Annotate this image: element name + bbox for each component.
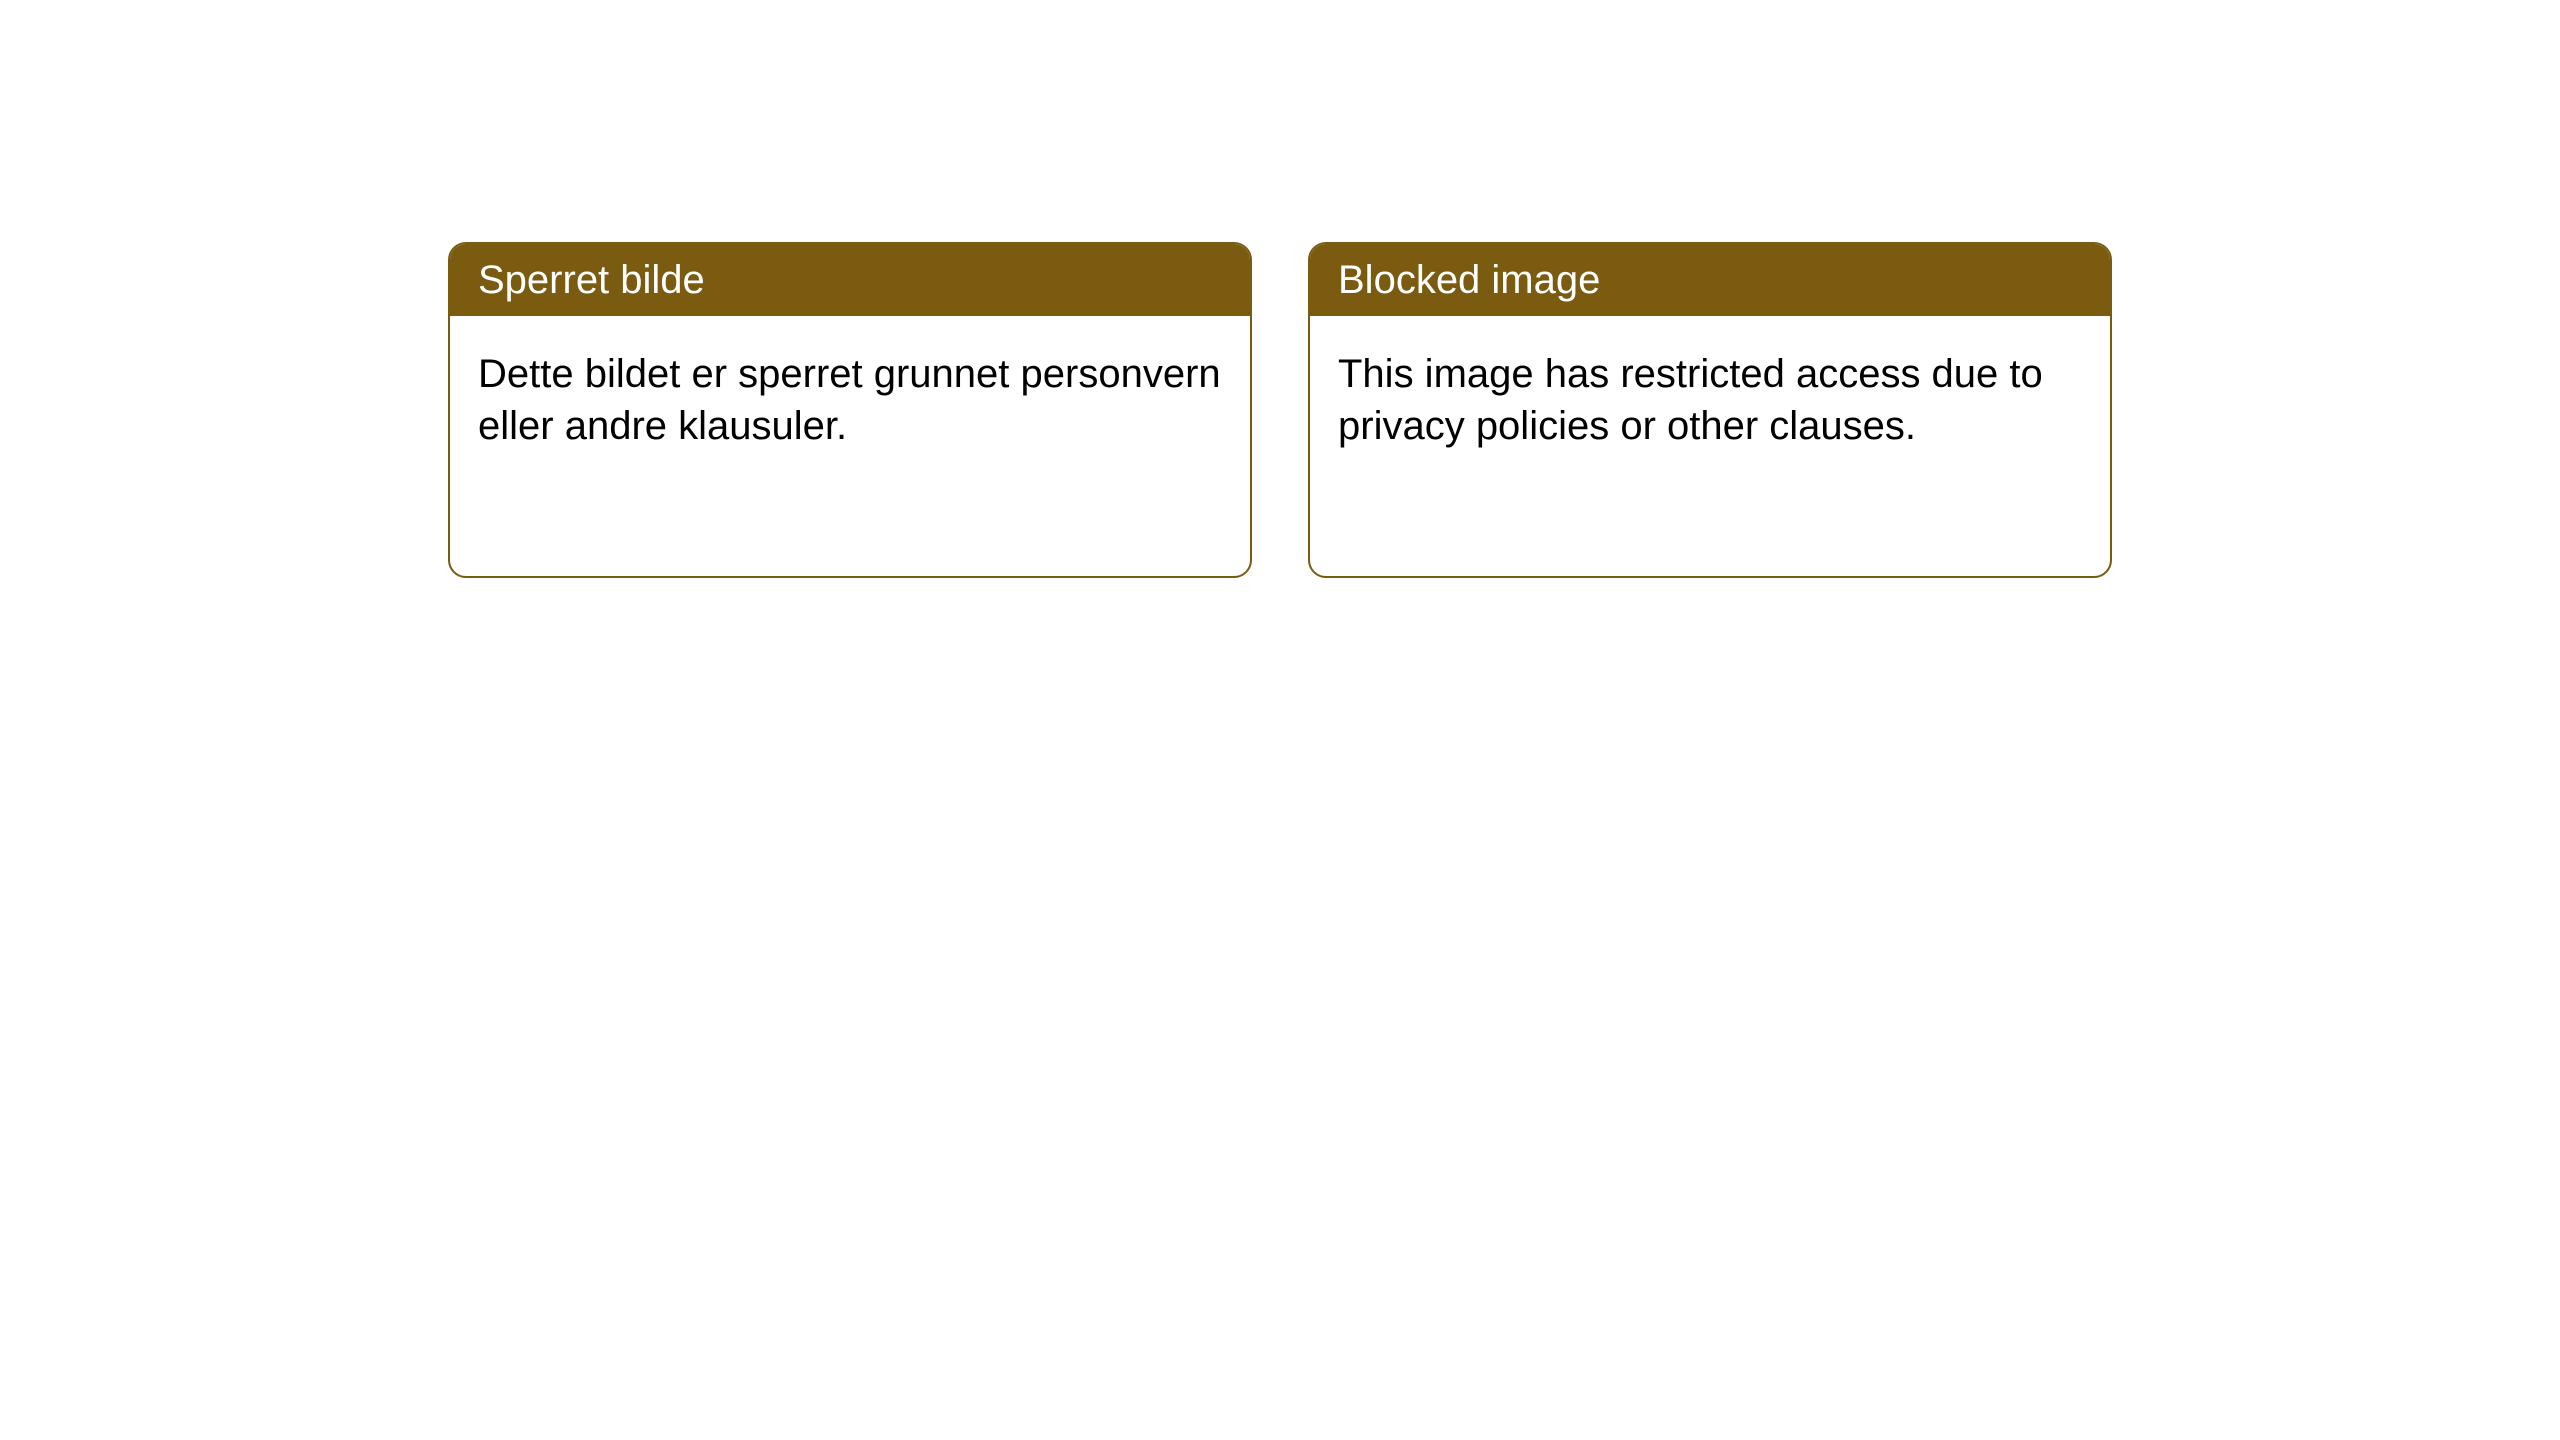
card-body: Dette bildet er sperret grunnet personve… [450,316,1250,484]
card-title: Sperret bilde [478,258,705,302]
card-title: Blocked image [1338,258,1600,302]
card-body-text: Dette bildet er sperret grunnet personve… [478,352,1221,448]
notice-card-english: Blocked image This image has restricted … [1308,242,2112,578]
card-header: Blocked image [1310,244,2110,316]
card-body-text: This image has restricted access due to … [1338,352,2043,448]
notice-cards-container: Sperret bilde Dette bildet er sperret gr… [448,242,2112,578]
notice-card-norwegian: Sperret bilde Dette bildet er sperret gr… [448,242,1252,578]
card-body: This image has restricted access due to … [1310,316,2110,484]
card-header: Sperret bilde [450,244,1250,316]
